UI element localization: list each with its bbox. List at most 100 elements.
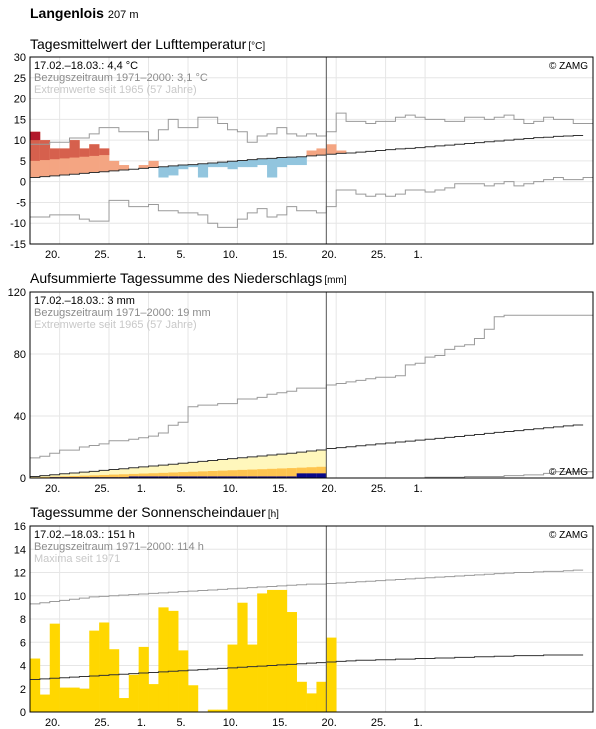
sun-ytick-label: 6 [20,637,26,649]
precip-low-band [89,475,100,478]
temperature-unit: [°C] [248,41,266,52]
temp-strong-anomaly-bar [89,144,100,156]
temp-xtick-label: 15. [272,249,287,261]
sun-ytick-label: 10 [14,591,26,603]
precip-low-band [306,467,317,478]
precip-sum-bar [286,476,297,478]
sunshine-bar [257,593,268,712]
precip-low-band [148,473,159,478]
temp-mean-line [30,135,584,179]
sunshine-bar [49,623,60,712]
temp-copyright: © ZAMG [549,61,588,72]
precip-normal-area [237,457,248,478]
precip-low-band [217,470,228,478]
sun-copyright: © ZAMG [549,530,588,541]
precip-normal-area [197,461,209,478]
temp-strong-anomaly-bar [79,148,90,157]
precip-low-band [276,468,288,478]
precip-low-band [197,471,209,478]
precip-xtick-label: 15. [272,483,287,495]
temp-anomaly-bar [326,144,337,155]
sun-xtick-label: 20. [322,717,337,729]
precip-normal-area [247,456,258,478]
sun-ytick-label: 12 [14,568,26,580]
precip-xtick-label: 1. [137,483,146,495]
sun-info-period: 17.02.–18.03.: 151 h [34,529,135,541]
precipitation-unit: [mm] [324,275,347,286]
sun-xtick-label: 20. [45,717,60,729]
precip-low-band [79,475,90,478]
precip-low-band [59,476,70,478]
precip-low-band [227,470,238,478]
sunshine-title: Tagessumme der Sonnenscheindauer [h] [30,504,279,520]
precip-sum-bar [276,476,288,478]
temp-anomaly-bar [286,157,297,166]
sun-ytick-label: 14 [14,544,26,556]
temp-anomaly-bar [237,160,248,168]
temp-strong-anomaly-bar [69,140,80,158]
precip-low-band [138,473,149,478]
precipitation-title: Aufsummierte Tagessumme des Niederschlag… [30,270,347,286]
sunshine-bar [138,646,149,712]
precip-low-band [247,469,258,478]
precip-normal-area [207,460,218,478]
temp-anomaly-bar [247,159,258,168]
precip-low-band [207,470,218,478]
temp-xtick-label: 5. [176,249,185,261]
temp-info-extremes: Extremwerte seit 1965 (57 Jahre) [34,84,197,96]
precip-sum-bar [267,476,278,478]
temp-ytick-label: 10 [14,135,26,147]
sunshine-bar [237,602,248,712]
temp-anomaly-bar [207,162,218,168]
precip-low-band [168,472,179,478]
precip-low-band [128,473,139,478]
sunshine-bar [128,674,139,712]
sun-ytick-label: 0 [20,707,26,719]
sun-xtick-label: 1. [137,717,146,729]
temp-ytick-label: -5 [16,197,26,209]
sun-xtick-label: 1. [413,717,422,729]
temp-ytick-label: -10 [10,218,26,230]
temp-anomaly-bar [178,165,189,170]
temp-info-reference: Bezugszeitraum 1971–2000: 3,1 °C [34,72,208,84]
precip-sum-bar [207,476,218,478]
sunshine-bar [316,681,327,712]
sunshine-bar [158,607,169,712]
sunshine-unit: [h] [267,509,279,520]
precip-normal-area [316,449,327,478]
precip-normal-area [59,473,70,478]
sunshine-bar [39,694,51,712]
precip-sum-bar [128,476,139,478]
sun-xtick-label: 25. [371,717,386,729]
sun-xtick-label: 25. [94,717,109,729]
precip-normal-area [138,466,149,478]
sun-xtick-label: 15. [272,717,287,729]
temp-xtick-label: 10. [223,249,238,261]
precip-ytick-label: 0 [20,473,26,485]
station-name: Langenlois [30,5,104,21]
precip-normal-area [89,471,100,478]
precip-normal-area [148,466,159,478]
sun-ytick-label: 8 [20,614,26,626]
precip-sum-bar [188,476,199,478]
sunshine-title-text: Tagessumme der Sonnenscheindauer [30,504,266,520]
temp-strong-anomaly-bar [59,148,70,159]
sunshine-bar [326,637,337,712]
precip-mean-line [30,424,584,477]
temp-anomaly-bar [316,148,327,156]
precip-ytick-label: 40 [14,411,26,423]
sunshine-bar [296,681,307,712]
precip-normal-area [79,472,90,478]
sunshine-bar [306,693,317,712]
precip-low-band [178,472,189,478]
precip-sum-bar [227,476,238,478]
precip-sum-bar [296,473,307,478]
precip-xtick-label: 20. [322,483,337,495]
precip-normal-area [178,463,189,478]
precip-sum-bar [247,476,258,478]
temp-xtick-label: 25. [371,249,386,261]
precip-sum-bar [257,476,268,478]
precip-normal-area [69,473,80,478]
precip-normal-area [109,469,120,478]
